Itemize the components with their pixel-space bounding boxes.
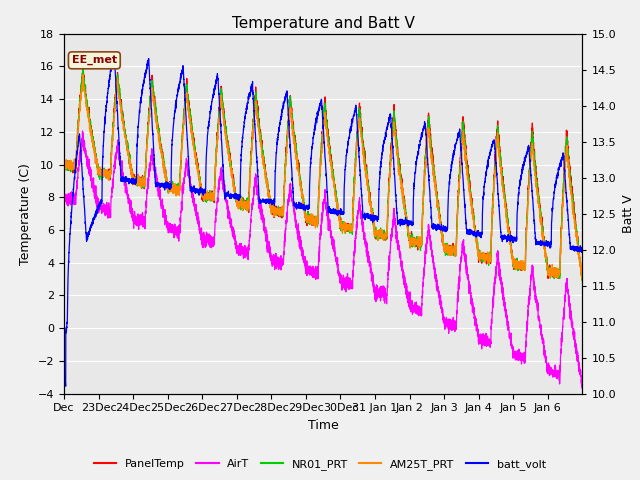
Text: EE_met: EE_met (72, 55, 117, 65)
X-axis label: Time: Time (308, 419, 339, 432)
Y-axis label: Batt V: Batt V (621, 194, 635, 233)
Title: Temperature and Batt V: Temperature and Batt V (232, 16, 415, 31)
Legend: PanelTemp, AirT, NR01_PRT, AM25T_PRT, batt_volt: PanelTemp, AirT, NR01_PRT, AM25T_PRT, ba… (90, 455, 550, 474)
Y-axis label: Temperature (C): Temperature (C) (19, 163, 32, 264)
